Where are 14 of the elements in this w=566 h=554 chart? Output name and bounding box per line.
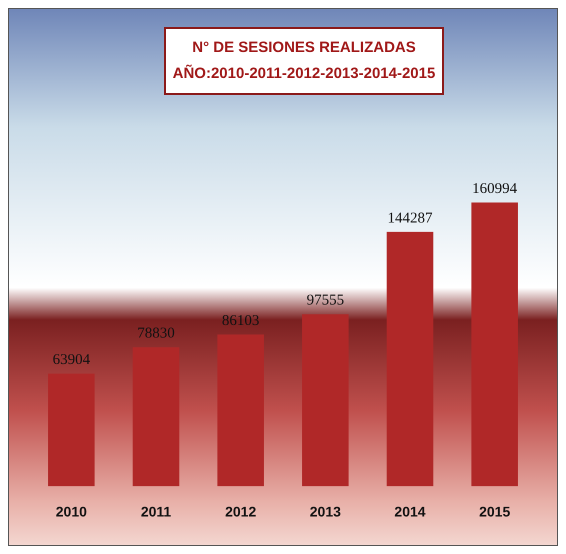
chart-subtitle: AÑO:2010-2011-2012-2013-2014-2015	[172, 64, 436, 84]
data-label: 144287	[388, 210, 433, 226]
data-label: 160994	[472, 180, 518, 197]
x-tick-label: 2012	[225, 503, 256, 520]
chart-title: N° DE SESIONES REALIZADAS	[191, 38, 417, 58]
data-label: 97555	[306, 292, 344, 309]
data-label: 63904	[52, 352, 91, 368]
data-label: 78830	[137, 326, 175, 342]
x-tick-label: 2013	[310, 503, 342, 520]
data-label: 86103	[222, 312, 260, 329]
x-tick-label: 2014	[394, 503, 426, 520]
x-tick-label: 2015	[479, 503, 510, 520]
x-tick-label: 2010	[56, 503, 88, 520]
x-tick-label: 2011	[140, 503, 172, 520]
